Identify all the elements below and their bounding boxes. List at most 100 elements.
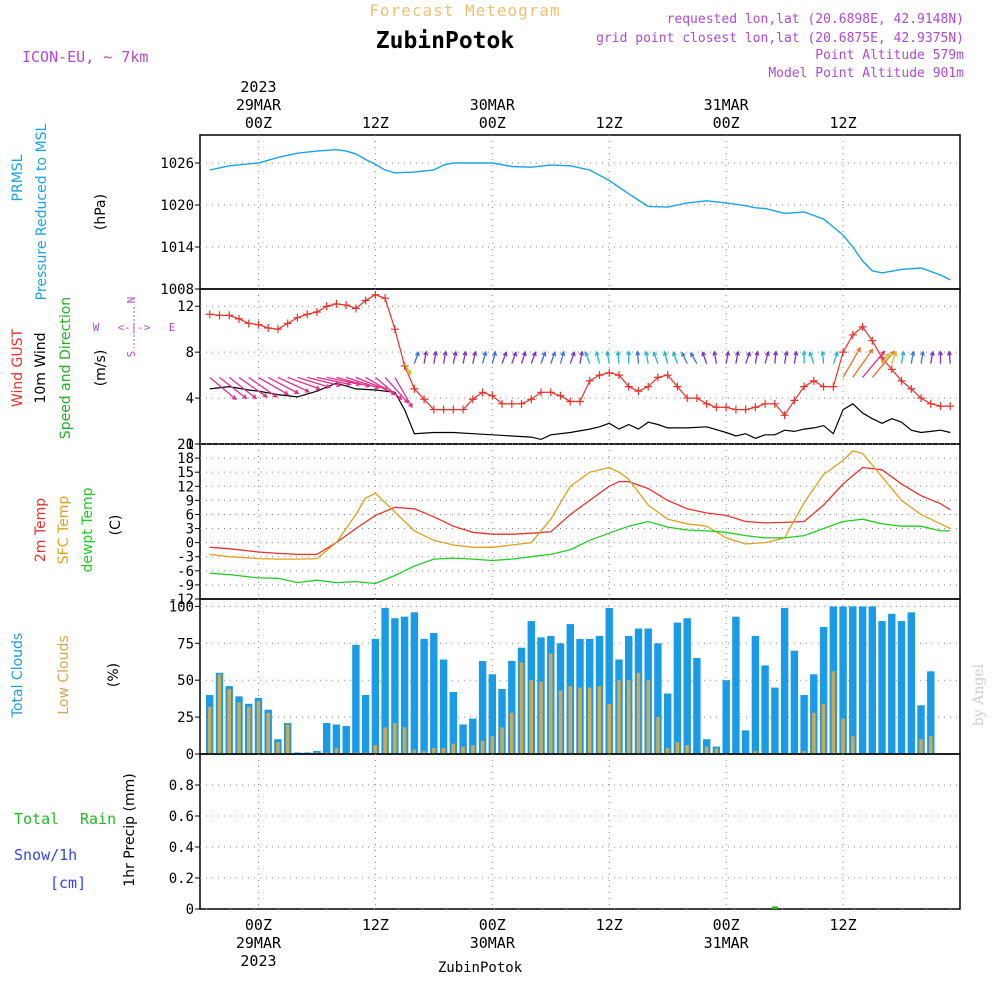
- top-axis-label: 2023: [240, 78, 276, 96]
- wind-arrow: [316, 376, 351, 386]
- wind-arrow-head: [304, 388, 311, 393]
- wind-arrow-head: [920, 350, 926, 356]
- total-cloud-bar: [878, 621, 886, 754]
- wind-arrow-head: [315, 385, 321, 391]
- wind-arrow: [690, 352, 698, 364]
- bottom-axis-label: 12Z: [362, 916, 389, 934]
- compass-west: W: [93, 321, 100, 334]
- wind-arrow-head: [801, 350, 807, 356]
- gust-marker: [790, 396, 799, 405]
- wind-arrow: [617, 351, 620, 364]
- model-label: ICON-EU, ~ 7km: [22, 48, 148, 66]
- y-tick-label: 50: [177, 673, 194, 689]
- wind-arrow: [930, 351, 934, 364]
- wind-panel: 0 4 8 12 Wind GUST 10m Wind Speed and Directio…: [10, 288, 961, 453]
- low-cloud-bar: [802, 751, 806, 754]
- gust-marker: [595, 371, 604, 380]
- low-cloud-bar: [441, 748, 446, 754]
- low-cloud-bar: [529, 680, 533, 754]
- low-cloud-bar: [227, 689, 231, 754]
- bottom-axis-label: 00Z: [713, 916, 740, 934]
- wind-arrow-head: [615, 350, 621, 356]
- low-cloud-bar: [519, 662, 524, 754]
- low-cloud-bar: [627, 680, 631, 754]
- wind-arrow-head: [432, 350, 438, 356]
- low-cloud-bar: [256, 700, 261, 754]
- wind-arrow: [326, 376, 361, 386]
- low-cloud-bar: [373, 745, 378, 754]
- total-cloud-bar: [761, 665, 769, 754]
- gust-marker: [897, 376, 906, 385]
- gust-marker: [322, 302, 331, 311]
- wind-arrow-head: [910, 350, 916, 356]
- gust-marker: [488, 391, 497, 400]
- point-altitude: Point Altitude 579m: [815, 48, 964, 63]
- wind-arrow: [881, 353, 890, 365]
- wind-arrow: [595, 351, 601, 364]
- wind-arrow: [433, 351, 437, 364]
- wind-arrow: [442, 351, 447, 364]
- y-tick-label: 0.8: [169, 778, 194, 794]
- y-tick-label: 1014: [160, 240, 194, 256]
- total-cloud-bar: [673, 622, 682, 754]
- gust-marker: [917, 394, 926, 403]
- top-axis-label: 00Z: [713, 114, 740, 132]
- gust-marker: [770, 399, 779, 408]
- y-tick-label: 75: [177, 636, 194, 652]
- gust-marker: [692, 394, 701, 403]
- wind-arrow-head: [336, 382, 342, 388]
- model-altitude: Model Point Altitude 901m: [768, 66, 964, 81]
- total-cloud-bar: [683, 618, 691, 754]
- wind-arrow-head: [793, 350, 799, 356]
- wind-arrow-head: [712, 350, 718, 356]
- total-cloud-bar: [927, 671, 935, 754]
- wind-arrow: [764, 351, 769, 364]
- y-tick-label: 25: [177, 710, 194, 726]
- wind-arrow: [653, 352, 659, 364]
- wind-arrow-head: [626, 350, 632, 356]
- wind-arrow: [910, 351, 915, 364]
- top-axis-label: 29MAR: [236, 96, 282, 114]
- low-cloud-bar: [412, 749, 417, 754]
- wind-arrow: [900, 351, 905, 364]
- clouds-panel: 0 25 50 75 100 Total Clouds Low Clouds (%): [10, 598, 961, 763]
- gust-marker: [420, 395, 429, 404]
- wind-label: 10m Wind: [33, 332, 49, 403]
- gust-marker: [761, 399, 770, 408]
- dewpt-label: dewpt Temp: [80, 487, 96, 572]
- gust-marker: [809, 376, 818, 385]
- gust-marker: [741, 405, 750, 414]
- gust-marker: [312, 307, 321, 316]
- wind-arrow-head: [452, 350, 458, 356]
- low-cloud-bar: [285, 724, 290, 754]
- wind-arrow-head: [652, 351, 658, 357]
- temp2m-label: 2m Temp: [33, 498, 49, 562]
- bottom-axis-label: 2023: [240, 952, 276, 970]
- gust-marker: [293, 313, 302, 322]
- total-cloud-bar: [722, 680, 730, 754]
- y-tick-label: 0.2: [169, 871, 194, 887]
- wind-arrow: [520, 352, 526, 364]
- wind-arrow-head: [635, 350, 641, 356]
- wind-arrow: [540, 352, 546, 364]
- wind-arrow-head: [560, 350, 566, 357]
- gust-marker: [566, 397, 575, 406]
- total-cloud-bar: [917, 705, 925, 754]
- gust-marker: [381, 294, 390, 303]
- wind-arrow-head: [579, 350, 585, 356]
- low-cloud-bar: [578, 687, 582, 754]
- compass-icon: NSW E<-|->: [93, 297, 176, 358]
- gust-marker: [342, 301, 351, 310]
- gust-marker: [273, 325, 282, 334]
- y-tick-label: 0: [186, 747, 194, 763]
- wind-arrow-head: [746, 351, 751, 357]
- total-cloud-bar: [819, 627, 828, 754]
- gust-marker: [507, 399, 516, 408]
- wind-arrow-head: [690, 352, 695, 358]
- wind-arrow: [384, 376, 409, 404]
- y-tick-label: 4: [186, 391, 194, 407]
- gust-marker: [907, 384, 916, 393]
- wind-arrow: [579, 351, 583, 364]
